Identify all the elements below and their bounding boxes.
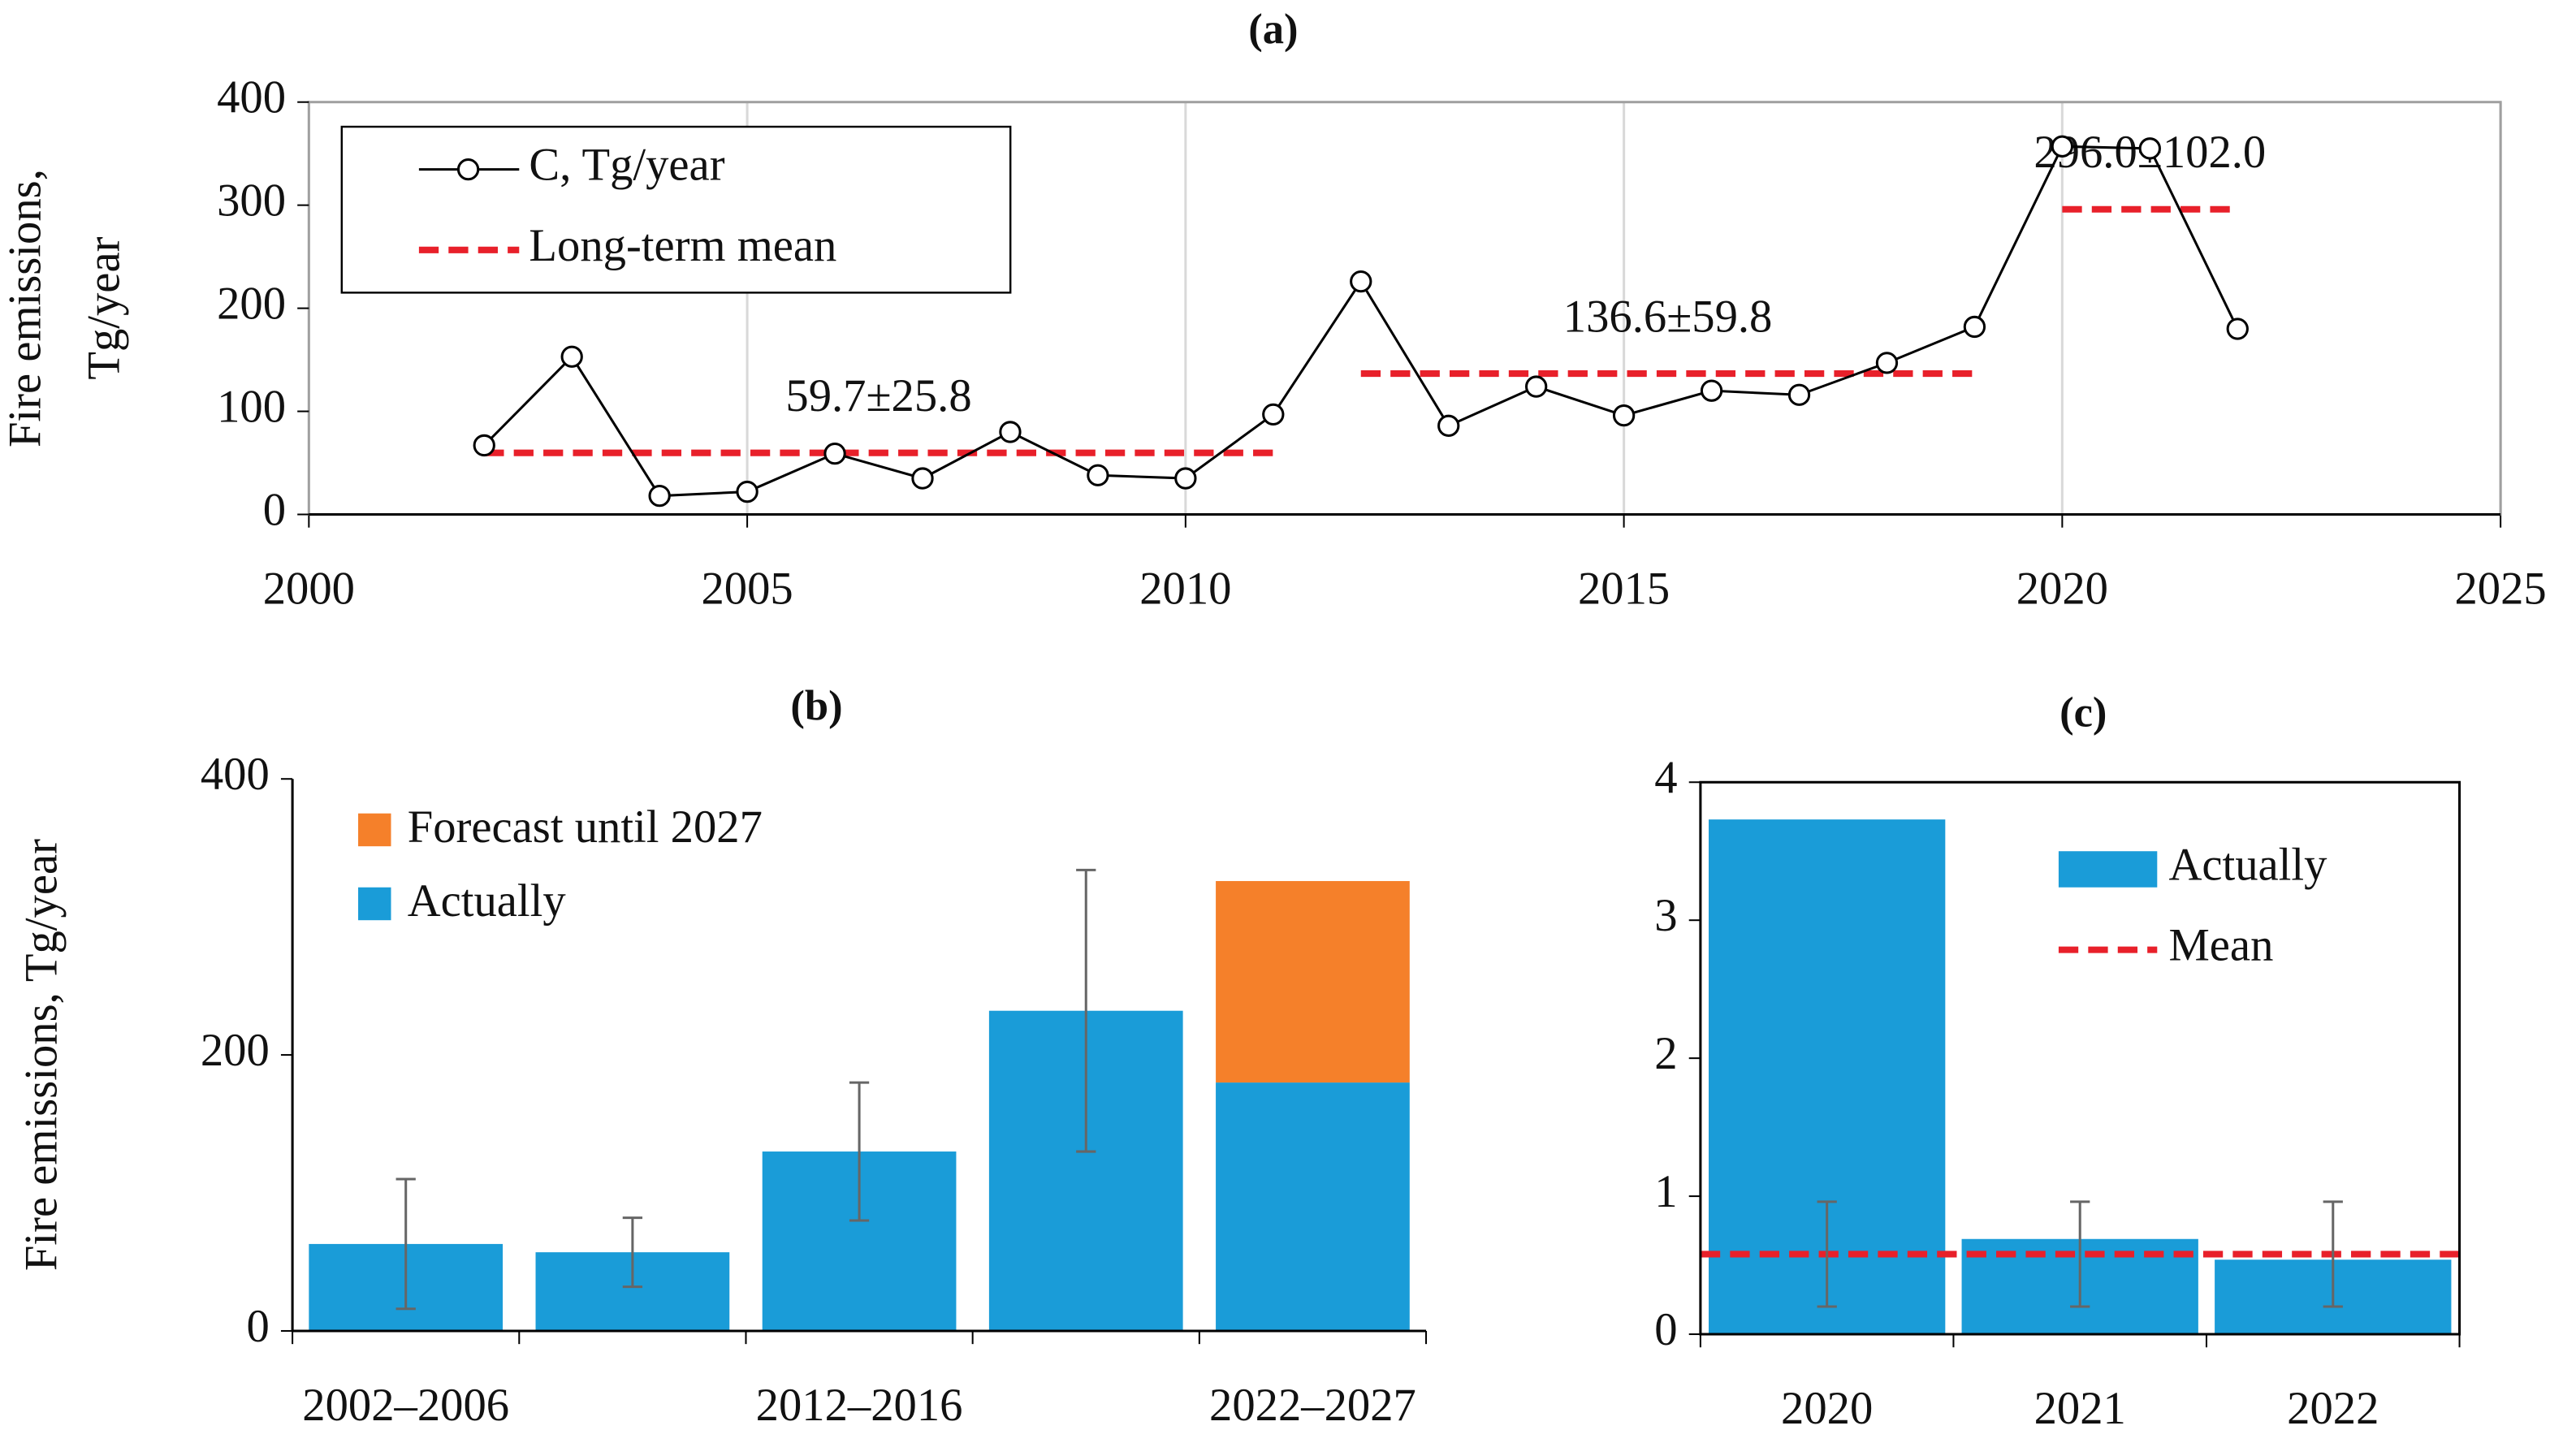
chart-title: (c): [2059, 689, 2107, 736]
legend-swatch: [358, 813, 391, 847]
x-tick-label: 2010: [1139, 564, 1231, 615]
x-tick-label: 2021: [2034, 1384, 2126, 1434]
bar: [1216, 880, 1410, 1083]
data-point: [473, 434, 495, 457]
legend-swatch: [358, 887, 391, 921]
y-tick-label: 400: [201, 750, 270, 800]
data-point: [1612, 404, 1636, 427]
chart-title: (a): [1248, 6, 1298, 53]
x-tick-label: 2005: [701, 564, 793, 615]
data-point: [1700, 379, 1723, 402]
x-tick-label: 2002–2006: [302, 1380, 509, 1431]
legend-box: [340, 125, 1012, 294]
legend-swatch: [2058, 851, 2158, 888]
x-tick-label: 2000: [263, 564, 355, 615]
y-tick-label: 300: [217, 176, 286, 227]
y-tick-label: 0: [1654, 1305, 1677, 1355]
data-point: [1262, 403, 1285, 426]
data-point: [911, 467, 934, 490]
annotation: 59.7±25.8: [785, 371, 971, 421]
data-point: [999, 421, 1022, 443]
legend-label: Actually: [408, 876, 567, 927]
y-tick-label: 0: [246, 1302, 269, 1352]
error-bar: [2070, 1200, 2090, 1308]
error-bar: [2323, 1200, 2343, 1308]
x-tick-label: 2022: [2287, 1384, 2379, 1434]
y-tick-label: 4: [1654, 753, 1677, 803]
data-point: [2138, 137, 2161, 160]
legend-label: Mean: [2168, 921, 2273, 971]
x-tick-label: 2020: [2016, 564, 2108, 615]
data-point: [1437, 414, 1460, 437]
data-point: [1087, 464, 1109, 486]
error-bar: [395, 1177, 416, 1311]
error-bar: [1076, 868, 1096, 1153]
legend-label: Actually: [2168, 840, 2327, 890]
x-tick-label: 2022–2027: [1209, 1380, 1416, 1431]
data-point: [2051, 135, 2074, 158]
data-point: [1875, 352, 1899, 374]
data-point: [1787, 383, 1811, 406]
chart-title: (b): [790, 682, 842, 729]
y-tick-label: 400: [217, 73, 286, 123]
data-point: [2226, 318, 2249, 340]
data-point: [648, 484, 671, 508]
x-tick-label: 2015: [1578, 564, 1670, 615]
legend-label: C, Tg/year: [529, 140, 724, 191]
legend-label: Forecast until 2027: [408, 802, 763, 853]
y-axis-label: Fire emissions,: [0, 169, 50, 447]
data-point: [823, 442, 846, 465]
y-axis-label: Fire emissions, Tg/year: [17, 839, 67, 1271]
legend-marker: [456, 158, 480, 181]
error-bar: [622, 1216, 643, 1289]
data-point: [736, 480, 759, 503]
x-tick-label: 2020: [1781, 1384, 1873, 1434]
y-tick-label: 0: [263, 486, 286, 536]
data-point: [1350, 270, 1372, 293]
x-tick-label: 2012–2016: [756, 1380, 963, 1431]
data-point: [560, 345, 583, 368]
y-tick-label: 200: [217, 279, 286, 330]
x-tick-label: 2025: [2454, 564, 2546, 615]
y-axis-label: Tg/year: [80, 236, 130, 379]
y-tick-label: 1: [1654, 1167, 1677, 1217]
y-tick-label: 200: [201, 1026, 270, 1076]
error-bar: [1817, 1200, 1837, 1308]
legend-label: Long-term mean: [529, 221, 836, 271]
y-tick-label: 2: [1654, 1029, 1677, 1079]
annotation: 136.6±59.8: [1563, 292, 1773, 342]
bar: [1216, 1082, 1410, 1331]
error-bar: [849, 1081, 870, 1222]
plot-frame: [1699, 780, 2461, 1336]
y-tick-label: 3: [1654, 891, 1677, 941]
y-tick-label: 100: [217, 382, 286, 433]
data-point: [1525, 375, 1548, 398]
data-point: [1963, 315, 1986, 339]
data-point: [1174, 467, 1197, 490]
